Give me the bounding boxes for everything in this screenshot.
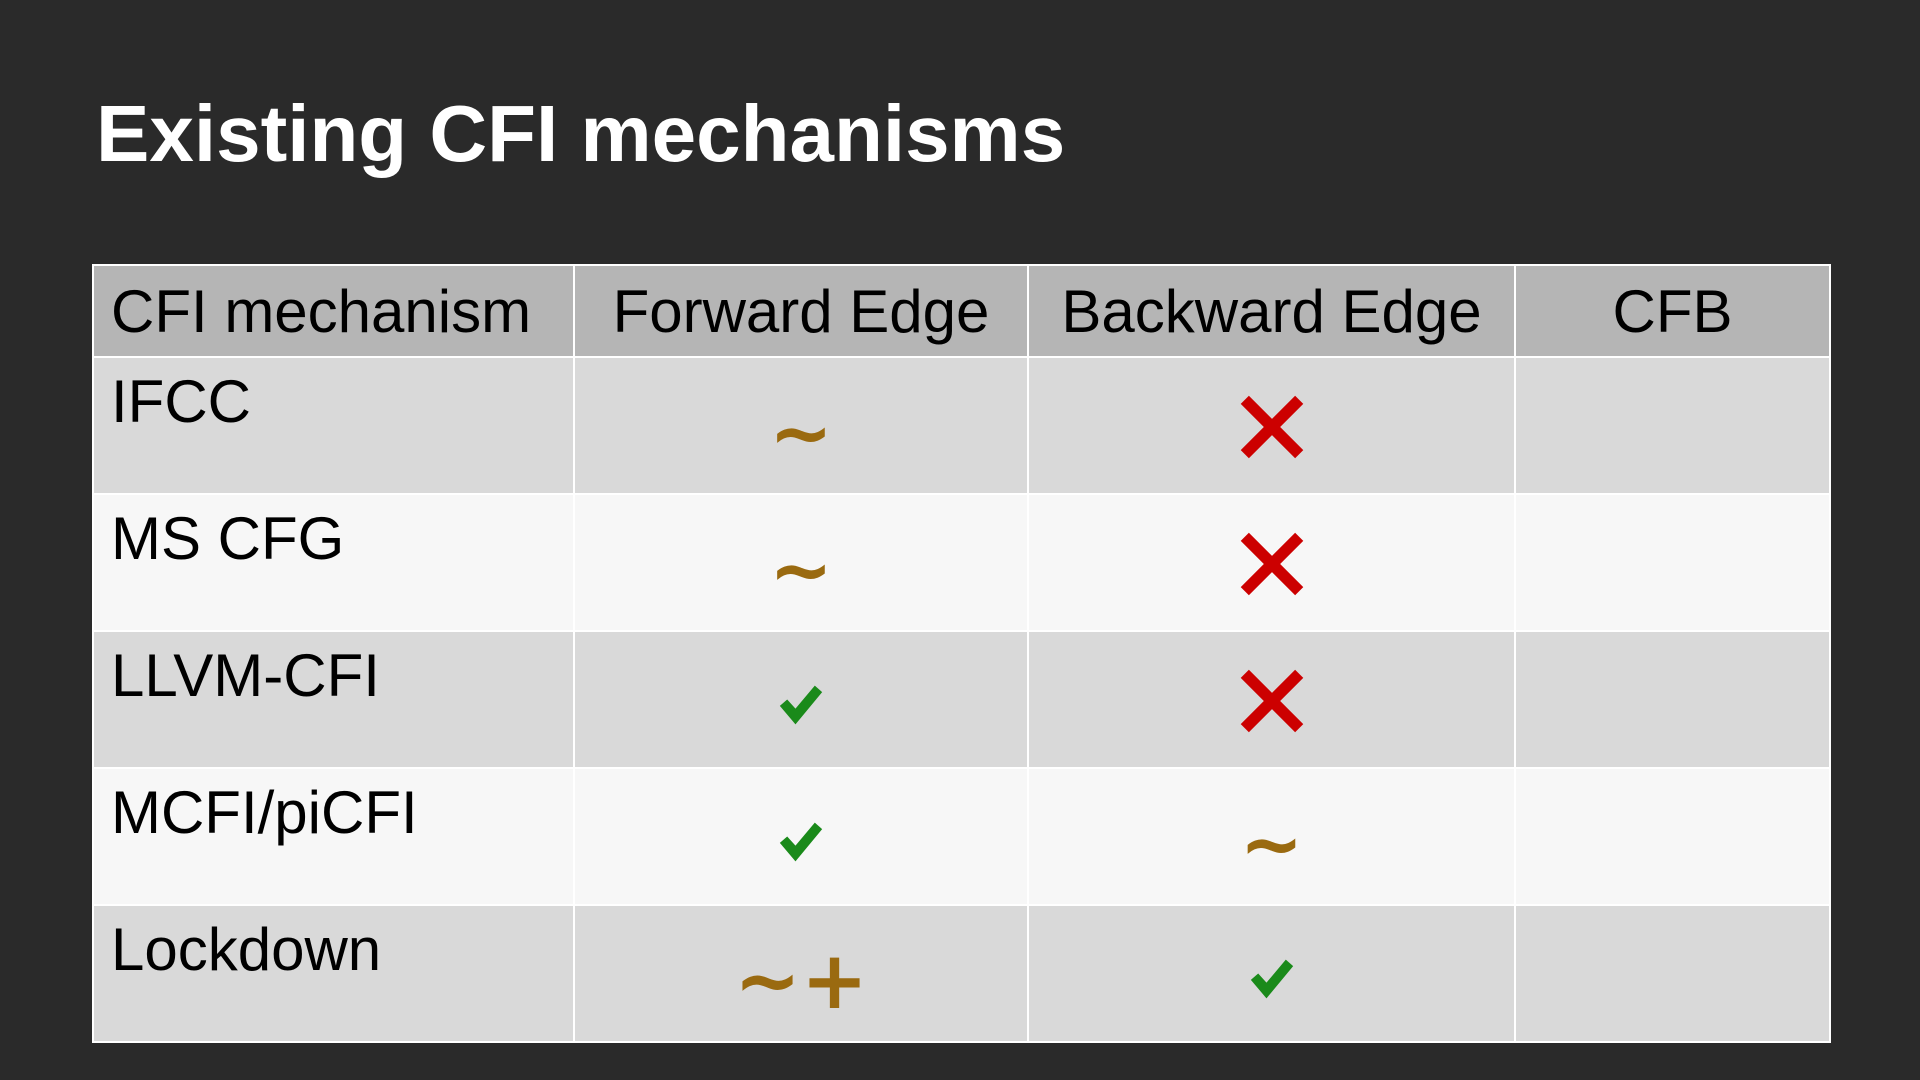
check-icon	[778, 682, 824, 728]
tilde-icon: ~	[769, 524, 833, 614]
forward-edge-cell	[573, 630, 1029, 769]
forward-edge-cell: ~+	[573, 904, 1029, 1043]
forward-edge-cell: ~	[573, 493, 1029, 632]
cfb-cell	[1514, 493, 1831, 632]
cross-icon	[1238, 667, 1306, 735]
header-backward-edge: Backward Edge	[1027, 264, 1516, 358]
backward-edge-cell	[1027, 493, 1516, 632]
forward-edge-cell	[573, 767, 1029, 906]
table-header-row: CFI mechanism Forward Edge Backward Edge…	[92, 264, 1831, 358]
mechanism-name: MS CFG	[92, 493, 575, 632]
cross-icon	[1238, 393, 1306, 461]
mechanism-name: IFCC	[92, 356, 575, 495]
cfb-cell	[1514, 767, 1831, 906]
backward-edge-cell	[1027, 630, 1516, 769]
cross-icon	[1238, 530, 1306, 598]
backward-edge-cell	[1027, 356, 1516, 495]
table-row: IFCC ~	[92, 356, 1831, 495]
forward-edge-cell: ~	[573, 356, 1029, 495]
tilde-icon: ~	[769, 387, 833, 477]
backward-edge-cell	[1027, 904, 1516, 1043]
check-icon	[778, 819, 824, 865]
mechanism-name: Lockdown	[92, 904, 575, 1043]
header-forward-edge: Forward Edge	[573, 264, 1029, 358]
header-cfb: CFB	[1514, 264, 1831, 358]
mechanism-name: LLVM-CFI	[92, 630, 575, 769]
backward-edge-cell: ~	[1027, 767, 1516, 906]
header-cfi-mechanism: CFI mechanism	[92, 264, 575, 358]
table-row: MS CFG ~	[92, 493, 1831, 632]
slide-title: Existing CFI mechanisms	[96, 89, 1066, 178]
table-row: LLVM-CFI	[92, 630, 1831, 769]
check-icon	[1249, 956, 1295, 1002]
cfb-cell	[1514, 356, 1831, 495]
tilde-plus-icon: ~+	[733, 934, 869, 1027]
cfi-comparison-table: CFI mechanism Forward Edge Backward Edge…	[92, 264, 1831, 1043]
table-row: MCFI/piCFI ~	[92, 767, 1831, 906]
table-row: Lockdown ~+	[92, 904, 1831, 1043]
cfb-cell	[1514, 904, 1831, 1043]
tilde-icon: ~	[1239, 798, 1304, 888]
cfb-cell	[1514, 630, 1831, 769]
mechanism-name: MCFI/piCFI	[92, 767, 575, 906]
cfi-comparison-table-container: CFI mechanism Forward Edge Backward Edge…	[92, 264, 1831, 1043]
